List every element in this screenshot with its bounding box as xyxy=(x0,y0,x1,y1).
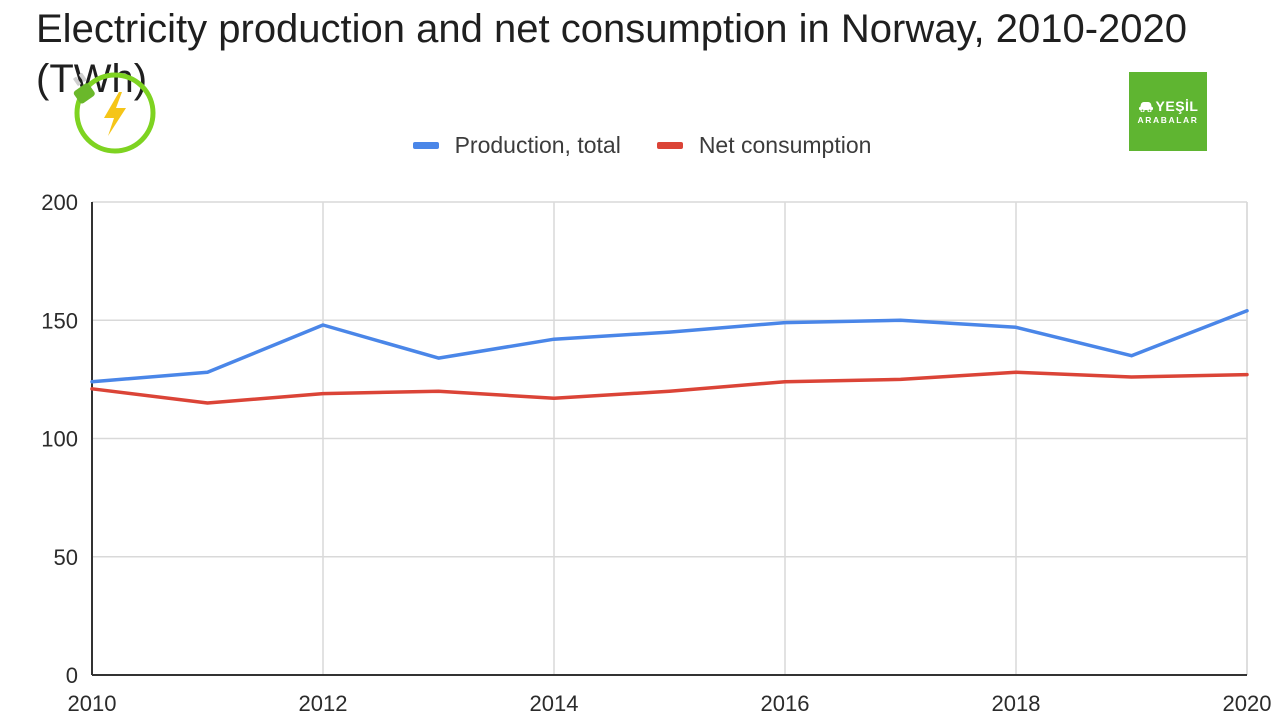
y-tick-label: 100 xyxy=(41,427,78,452)
brand-logo: YEŞİL ARABALAR xyxy=(1129,72,1207,151)
y-tick-label: 200 xyxy=(41,190,78,215)
x-tick-label: 2010 xyxy=(68,691,117,716)
legend-item-production: Production, total xyxy=(412,130,621,160)
y-tick-label: 0 xyxy=(66,663,78,688)
series-line-production xyxy=(90,309,1249,384)
legend-swatch-production xyxy=(412,141,439,149)
x-tick-label: 2018 xyxy=(992,691,1041,716)
x-tick-label: 2020 xyxy=(1223,691,1272,716)
logo-bottom-text: ARABALAR xyxy=(1137,114,1199,125)
y-tick-label: 50 xyxy=(54,545,78,570)
axis-layer xyxy=(91,202,1247,676)
car-icon xyxy=(1138,101,1153,112)
electric-plug-lightning-icon xyxy=(66,70,162,160)
grid-layer xyxy=(92,201,1248,675)
series-layer xyxy=(90,309,1249,405)
series-line-consumption xyxy=(90,370,1249,405)
legend-label-consumption: Net consumption xyxy=(698,131,872,158)
y-tick-label: 150 xyxy=(41,308,78,333)
logo-top-row: YEŞİL xyxy=(1138,99,1199,113)
logo-top-text: YEŞİL xyxy=(1155,97,1199,114)
legend-swatch-consumption xyxy=(656,141,683,149)
x-tick-label: 2014 xyxy=(530,691,579,716)
legend: Production, total Net consumption xyxy=(0,130,1280,160)
chart-title: Electricity production and net consumpti… xyxy=(36,7,1188,101)
legend-item-consumption: Net consumption xyxy=(656,130,872,160)
legend-label-production: Production, total xyxy=(454,131,621,158)
x-tick-label: 2012 xyxy=(299,691,348,716)
x-tick-label: 2016 xyxy=(761,691,810,716)
tick-labels: 0 50 100 150 200 2010 2012 2014 2016 2018 2020 xyxy=(41,190,1271,716)
